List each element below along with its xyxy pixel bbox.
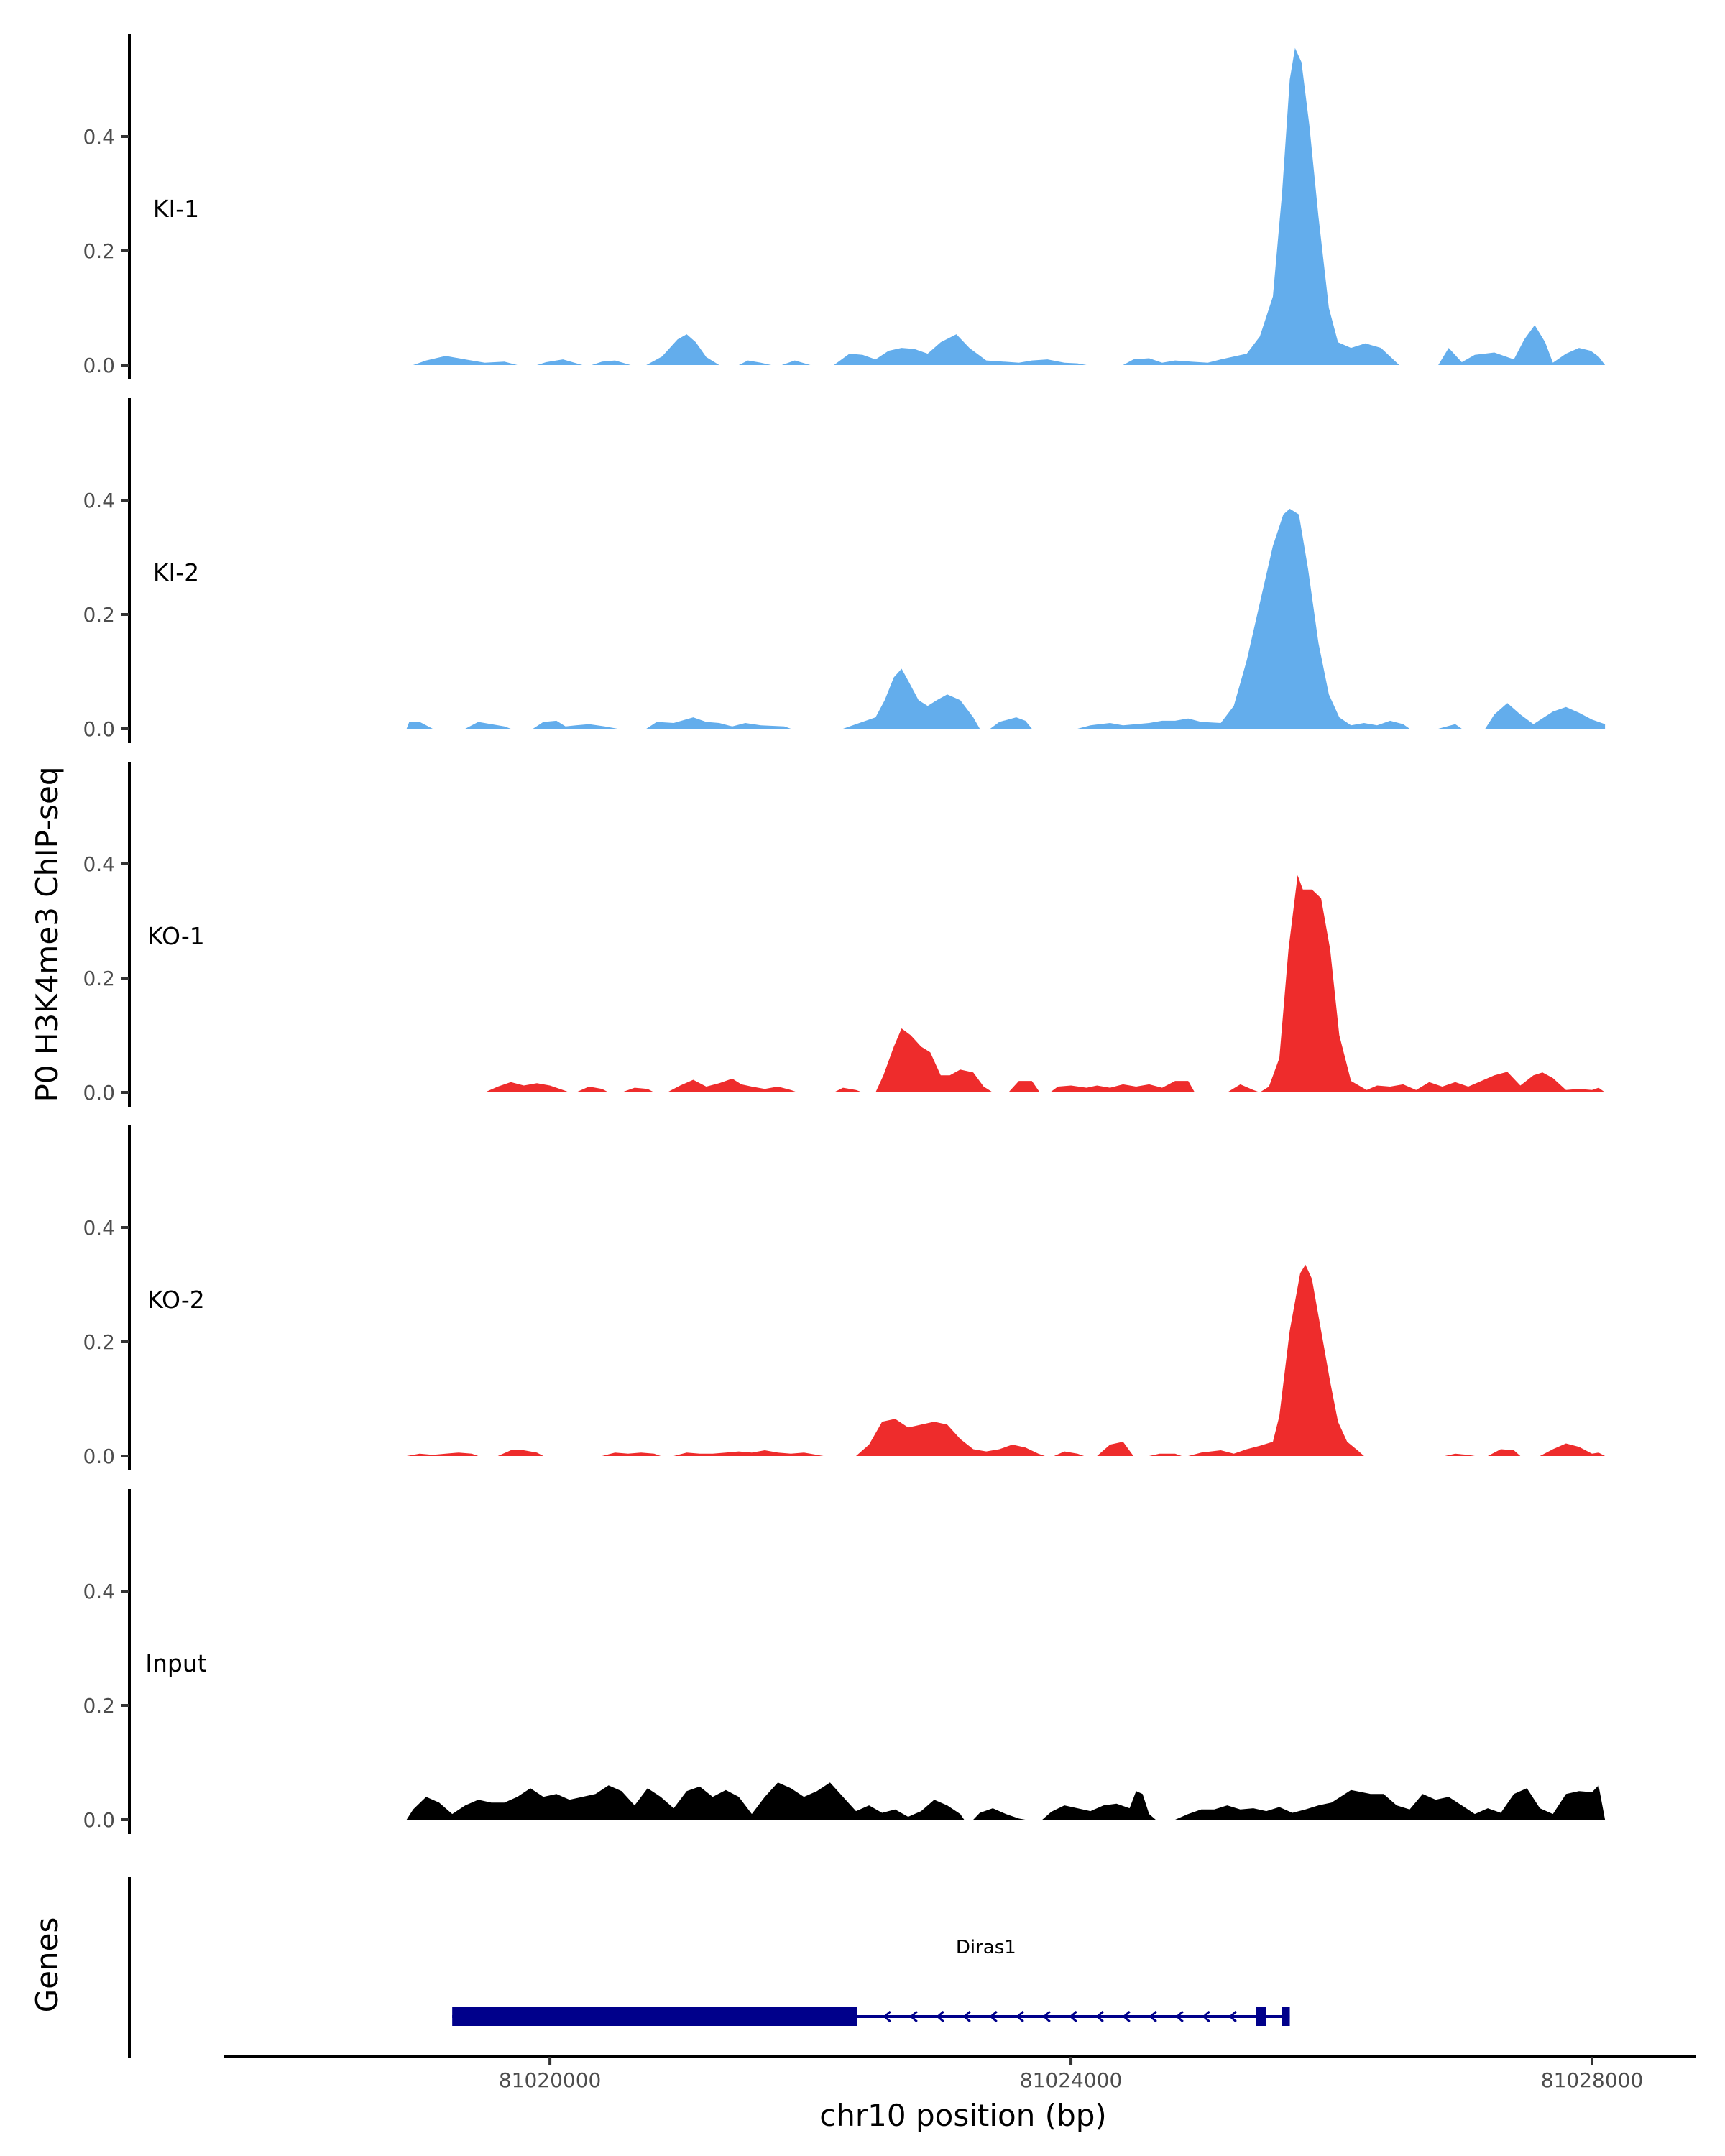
- track-input: 0.0 0.2 0.4 Input: [83, 1489, 1606, 1834]
- y-tick-label: 0.0: [83, 1445, 115, 1468]
- gene-diras1: Diras1: [452, 1937, 1290, 2026]
- y-tick-label: 0.4: [83, 1580, 115, 1603]
- y-tick-label: 0.4: [83, 489, 115, 512]
- gene-exon: [1282, 2007, 1290, 2026]
- strand-arrow: [1122, 2010, 1131, 2023]
- track-label: KI-1: [153, 195, 199, 223]
- strand-arrow: [936, 2010, 944, 2023]
- strand-arrow: [1042, 2010, 1051, 2023]
- gene-exon: [1256, 2007, 1266, 2026]
- track-label: KO-2: [147, 1286, 205, 1314]
- y-tick-label: 0.0: [83, 1808, 115, 1832]
- track-label: KO-1: [147, 922, 205, 950]
- y-tick-label: 0.2: [83, 239, 115, 263]
- strand-arrow: [989, 2010, 998, 2023]
- y-tick-label: 0.2: [83, 603, 115, 627]
- strand-arrow: [1095, 2010, 1104, 2023]
- strand-arrow: [1202, 2010, 1210, 2023]
- signal-area: [484, 875, 1606, 1092]
- y-tick-label: 0.0: [83, 717, 115, 741]
- track-ko-1: 0.0 0.2 0.4 KO-1: [83, 762, 1606, 1107]
- track-ki-1: 0.0 0.2 0.4 KI-1: [83, 34, 1606, 379]
- x-tick-label: 81024000: [1020, 2068, 1123, 2092]
- y-tick-label: 0.0: [83, 1081, 115, 1105]
- genes-track-title: Genes: [29, 1917, 65, 2013]
- gene-block: [452, 2007, 857, 2026]
- signal-area: [406, 1264, 1606, 1456]
- signal-area: [413, 47, 1606, 366]
- y-tick-label: 0.4: [83, 125, 115, 149]
- y-tick-label: 0.4: [83, 852, 115, 876]
- gene-label: Diras1: [956, 1937, 1016, 1958]
- x-axis-title: chr10 position (bp): [819, 2098, 1107, 2133]
- y-tick-label: 0.2: [83, 967, 115, 990]
- strand-arrow: [1175, 2010, 1184, 2023]
- genes-track: Diras1: [128, 1877, 1290, 2058]
- signal-tracks: 0.00.20.4KI-10.00.20.4KI-20.00.20.4KO-10…: [83, 34, 1606, 1834]
- track-label: KI-2: [153, 558, 199, 586]
- y-tick-label: 0.2: [83, 1330, 115, 1354]
- track-label: Input: [145, 1649, 207, 1677]
- signal-area: [406, 508, 1606, 729]
- x-tick-label: 81028000: [1541, 2068, 1644, 2092]
- track-ko-2: 0.0 0.2 0.4 KO-2: [83, 1125, 1606, 1470]
- strand-arrow: [962, 2010, 971, 2023]
- strand-arrow: [1149, 2010, 1157, 2023]
- y-tick-label: 0.4: [83, 1216, 115, 1240]
- strand-arrow: [1069, 2010, 1077, 2023]
- strand-arrow: [883, 2010, 891, 2023]
- x-axis: 81020000 81024000 81028000: [224, 2055, 1696, 2092]
- signal-area: [406, 1782, 1606, 1820]
- strand-arrow: [909, 2010, 918, 2023]
- y-tick-label: 0.0: [83, 354, 115, 377]
- strand-arrow: [1228, 2010, 1237, 2023]
- y-axis-title: P0 H3K4me3 ChIP-seq: [29, 766, 65, 1102]
- x-tick-label: 81020000: [499, 2068, 602, 2092]
- track-ki-2: 0.0 0.2 0.4 KI-2: [83, 398, 1606, 743]
- strand-arrow: [1016, 2010, 1024, 2023]
- y-tick-label: 0.2: [83, 1694, 115, 1718]
